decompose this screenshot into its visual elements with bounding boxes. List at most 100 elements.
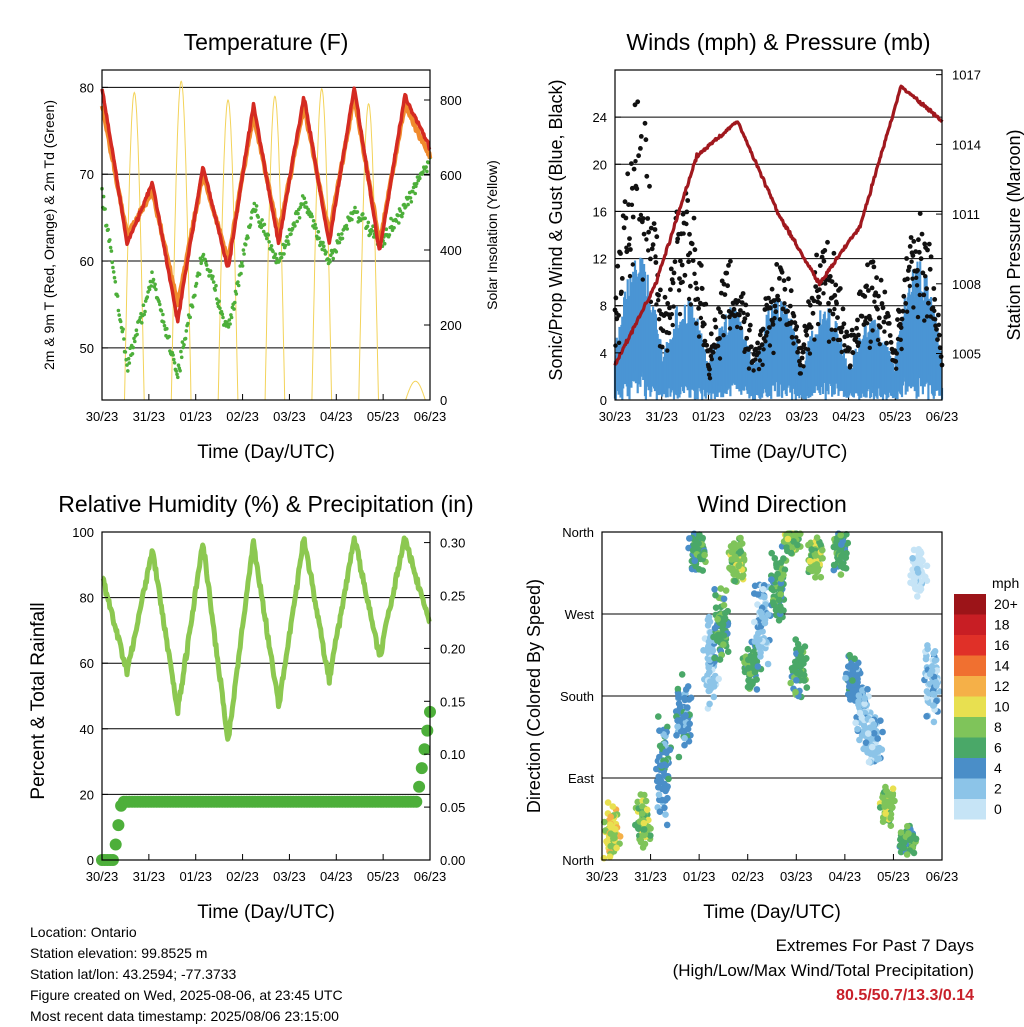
direction-point	[739, 571, 747, 579]
wind-gust-point	[738, 308, 743, 313]
legend-label: 20+	[994, 596, 1018, 612]
direction-point	[681, 694, 688, 702]
dewpoint-series-point	[292, 221, 296, 225]
direction-point	[655, 713, 662, 720]
legend-swatch	[954, 717, 986, 738]
wind-gust-point	[899, 316, 905, 322]
wind-gust-point	[671, 270, 677, 276]
direction-point	[771, 555, 779, 562]
wind-gust-point	[792, 320, 798, 326]
direction-ytick-label: North	[562, 525, 594, 540]
dewpoint-series-point	[213, 288, 217, 292]
direction-ytick-label: West	[565, 607, 595, 622]
wind-gust-point	[644, 237, 649, 242]
wind-gust-point	[675, 236, 681, 242]
wind-gust-point	[693, 280, 699, 286]
direction-point	[684, 704, 691, 711]
dewpoint-series-point	[336, 232, 341, 237]
wind-gust-point	[901, 293, 907, 299]
temperature-xlabel: Time (Day/UTC)	[197, 442, 335, 463]
direction-point	[830, 561, 838, 569]
wind-gust-point	[821, 258, 827, 264]
wind-gust-point	[756, 366, 762, 372]
dewpoint-series-point	[321, 240, 325, 245]
direction-point	[707, 629, 714, 636]
dewpoint-series-point	[340, 236, 345, 241]
dewpoint-series-point	[167, 334, 171, 339]
wind-gust-point	[823, 281, 828, 286]
wind-gust-point	[668, 287, 673, 292]
direction-point	[930, 718, 938, 726]
direction-point	[830, 566, 838, 574]
direction-point	[754, 663, 762, 670]
direction-point	[640, 819, 648, 827]
winds-y2tick-label: 1017	[952, 68, 981, 83]
dewpoint-series-point	[153, 282, 157, 287]
wind-gust-point	[751, 368, 756, 373]
direction-point	[607, 830, 615, 837]
direction-point	[883, 787, 890, 794]
dewpoint-series-point	[418, 176, 422, 181]
wind-gust-point	[854, 325, 859, 331]
dewpoint-series-point	[232, 307, 236, 311]
direction-series	[600, 530, 943, 862]
direction-point	[753, 686, 761, 693]
wind-gust-point	[727, 326, 733, 331]
legend-swatch	[954, 696, 986, 717]
dewpoint-series-point	[286, 242, 291, 246]
wind-gust-point	[753, 357, 758, 362]
wind-gust-point	[722, 292, 728, 297]
extremes-values: 80.5/50.7/13.3/0.14	[836, 987, 974, 1004]
dewpoint-series-point	[217, 299, 221, 304]
wind-gust-point	[882, 289, 888, 295]
wind-gust-point	[613, 295, 619, 301]
dewpoint-series-point	[298, 205, 303, 209]
temperature-xtick-label: 04/23	[320, 409, 353, 424]
dewpoint-series-point	[408, 196, 413, 200]
wind-gust-point	[687, 231, 692, 237]
direction-point	[768, 585, 775, 593]
dewpoint-series-point	[355, 210, 360, 214]
wind-gust-point	[801, 342, 807, 348]
dewpoint-series-point	[372, 235, 376, 239]
direction-point	[678, 728, 685, 735]
wind-gust-point	[881, 319, 887, 325]
wind-gust-point	[808, 324, 814, 330]
dewpoint-series-point	[258, 221, 263, 225]
wind-gust-point	[640, 277, 645, 282]
dewpoint-series-point	[161, 312, 165, 317]
wind-gust-point	[659, 344, 665, 350]
dewpoint-series-point	[239, 271, 243, 276]
dewpoint-series-point	[265, 236, 269, 241]
wind-gust-point	[739, 300, 745, 305]
dewpoint-series-point	[361, 212, 365, 216]
legend-label: 6	[994, 740, 1002, 756]
dewpoint-series-point	[316, 230, 321, 234]
wind-gust-point	[797, 358, 802, 364]
direction-point	[915, 549, 923, 557]
wind-gust-point	[857, 289, 863, 295]
direction-point	[674, 723, 681, 730]
direction-point	[777, 607, 785, 614]
latlon-text: Station lat/lon: 43.2594; -77.3733	[30, 966, 237, 982]
wind-gust-point	[694, 286, 700, 291]
wind-gust-point	[704, 342, 710, 348]
direction-point	[710, 693, 718, 701]
wind-gust-point	[838, 329, 844, 335]
wind-gust-point	[641, 231, 647, 237]
wind-gust-point	[895, 317, 900, 322]
direction-point	[661, 804, 668, 812]
dewpoint-series-point	[424, 165, 428, 169]
wind-gust-point	[864, 321, 870, 326]
direction-point	[756, 636, 763, 643]
wind-gust-point	[900, 308, 906, 314]
direction-point	[663, 785, 670, 793]
wind-gust-point	[896, 309, 902, 314]
temperature-title: Temperature (F)	[184, 29, 349, 55]
direction-point	[791, 664, 799, 672]
humidity-ytick-label: 60	[80, 656, 94, 671]
wind-gust-point	[722, 315, 727, 320]
dewpoint-series-point	[149, 284, 153, 288]
wind-gust-point	[834, 301, 839, 306]
